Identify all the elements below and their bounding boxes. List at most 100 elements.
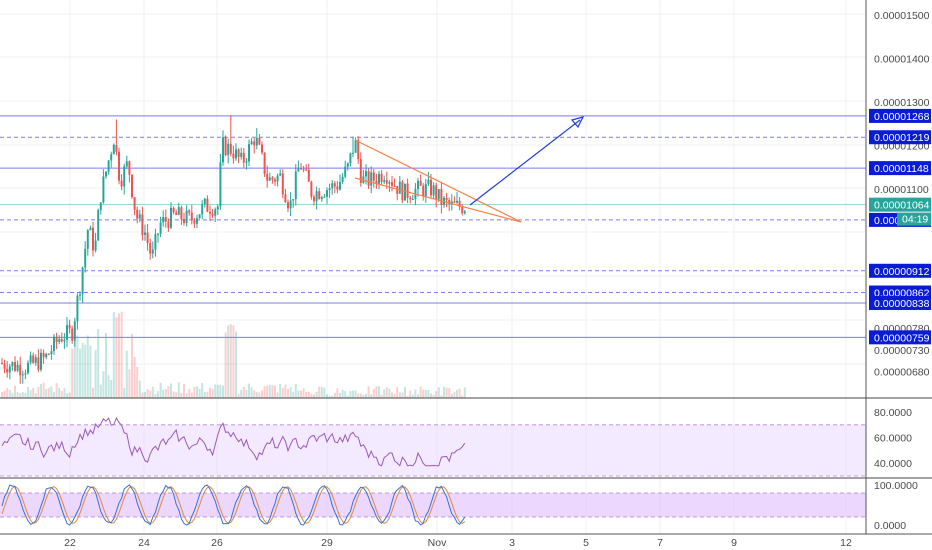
volume-bar <box>138 380 141 398</box>
candle-body <box>201 204 204 215</box>
volume-bar <box>84 344 87 398</box>
candle-body <box>115 144 118 152</box>
candle-body <box>411 199 414 201</box>
candle-body <box>138 214 141 219</box>
candle-body <box>307 169 310 182</box>
candle-body <box>271 177 274 180</box>
volume-bar <box>430 393 432 398</box>
volume-bar <box>255 392 258 398</box>
candle-body <box>92 227 94 251</box>
candle-body <box>453 201 456 203</box>
volume-bar <box>263 386 266 398</box>
candle-body <box>29 355 32 363</box>
candle-body <box>383 180 386 182</box>
volume-bar <box>112 311 115 398</box>
level-price-text: 0.00000838 <box>874 298 930 310</box>
price-labels: 0.000012680.000012190.000011480.00001029… <box>869 108 931 345</box>
rsi-tick-label: 60.0000 <box>874 433 912 445</box>
volume-bar <box>248 383 250 398</box>
volume-bar <box>294 383 297 398</box>
volume-bar <box>437 387 440 398</box>
horizontal-levels[interactable] <box>0 115 866 338</box>
candle-body <box>258 137 261 145</box>
candle-body <box>424 183 427 197</box>
candle-body <box>248 144 250 162</box>
volume-bar <box>326 394 328 398</box>
candle-body <box>235 149 237 159</box>
volume-bar <box>411 394 414 398</box>
volume-bar <box>123 387 126 398</box>
volume-bar <box>8 389 11 398</box>
volume-bar <box>118 313 120 398</box>
candle-body <box>300 168 302 170</box>
volume-bar <box>131 333 133 398</box>
candle-body <box>339 181 341 190</box>
candle-body <box>229 143 232 154</box>
candle-body <box>274 179 276 182</box>
volume-bar <box>37 386 40 398</box>
volume-bar <box>385 387 388 398</box>
volume-bar <box>378 386 380 398</box>
volume-bar <box>331 395 334 398</box>
candle-body <box>268 177 271 181</box>
drawings[interactable] <box>354 116 585 223</box>
candle-body <box>336 186 339 190</box>
volume-bar <box>279 383 282 398</box>
volume-bar <box>276 392 279 398</box>
time-tick-label: 3 <box>509 537 515 549</box>
volume-bar <box>185 393 188 398</box>
candle-body <box>370 172 373 186</box>
volume-bar <box>45 389 48 398</box>
candle-body <box>141 214 144 235</box>
volume-bar <box>164 389 167 398</box>
candle-body <box>404 183 406 201</box>
volume-bar <box>177 382 180 398</box>
candle-body <box>359 159 362 184</box>
volume-bar <box>424 389 427 398</box>
volume-bar <box>40 383 42 398</box>
volume-bar <box>297 390 300 398</box>
candle-body <box>37 357 40 370</box>
candle-body <box>427 179 430 184</box>
volume-bar <box>435 391 438 398</box>
volume-bar <box>258 392 261 398</box>
volume-bar <box>50 386 53 398</box>
candle-body <box>146 232 149 244</box>
candle-body <box>305 169 308 171</box>
candle-body <box>463 211 466 214</box>
volume-bar <box>375 386 378 398</box>
volume-bar <box>461 395 464 398</box>
candle-body <box>206 198 209 212</box>
volume-bar <box>349 391 352 398</box>
stoch-rsi-panel <box>0 477 932 526</box>
level-price-text: 0.00001219 <box>874 132 930 144</box>
rsi-tick-label: 40.0000 <box>874 458 912 470</box>
candle-body <box>458 200 461 208</box>
candle-body <box>21 374 24 376</box>
candle-body <box>292 198 295 201</box>
volume-bar <box>432 394 435 398</box>
volume-bar <box>102 371 105 398</box>
candle-body <box>372 172 375 181</box>
candle-body <box>253 141 256 146</box>
volume-bar <box>229 324 232 398</box>
candle-body <box>380 173 383 182</box>
volume-bar <box>141 392 144 398</box>
candle-body <box>27 362 29 374</box>
candle-body <box>8 366 11 373</box>
time-tick-label: 7 <box>657 537 663 549</box>
candle-body <box>1 363 3 364</box>
stoch-tick-label: 100.0000 <box>874 480 918 492</box>
volume-bar <box>68 392 71 398</box>
candle-body <box>125 161 128 167</box>
candle-body <box>170 207 172 228</box>
volume-bar <box>401 392 404 398</box>
volume-bar <box>11 392 14 398</box>
volume-bar <box>346 395 349 398</box>
volume-bar <box>448 388 451 398</box>
stoch-k-line <box>1 484 466 526</box>
candle-body <box>227 143 230 156</box>
volume-bar <box>29 390 32 398</box>
candle-body <box>53 336 55 352</box>
